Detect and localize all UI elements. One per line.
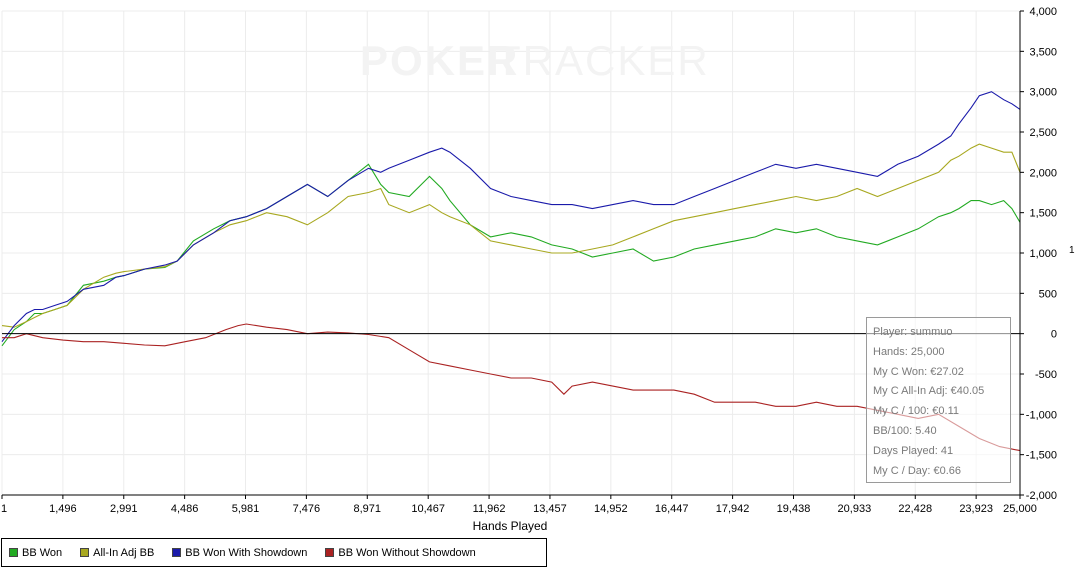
legend-swatch [172,548,182,557]
watermark-poker: POKER [360,37,519,84]
x-tick-label: 22,428 [898,503,932,515]
x-axis-label: Hands Played [473,519,548,533]
x-tick-label: 14,952 [594,503,628,515]
series-line-3 [1,91,1021,343]
legend-item-bb-won[interactable]: BB Won [9,547,62,559]
y-tick-label: 3,500 [1029,46,1057,58]
stat-per100: My C / 100: €0.11 [873,405,960,418]
stat-perday: My C / Day: €0.66 [873,464,962,477]
x-tick-label: 17,942 [716,503,750,515]
x-tick-label: 1 [1,503,7,515]
x-tick-label: 13,457 [533,503,567,515]
y-tick-label: 4,000 [1029,6,1057,18]
legend: BB Won All-In Adj BB BB Won With Showdow… [1,538,547,567]
x-tick-label: 25,000 [1003,503,1037,515]
stat-days: Days Played: 41 [873,444,954,457]
y-tick-label: 3,000 [1029,87,1057,99]
y-tick-label: 500 [1039,288,1057,300]
watermark: POKER TRACKER [360,37,710,84]
legend-swatch [325,548,335,557]
legend-item-without-showdown[interactable]: BB Won Without Showdown [325,546,476,559]
stat-bb100: BB/100: 5.40 [873,424,937,437]
legend-item-with-showdown[interactable]: BB Won With Showdown [172,547,307,559]
x-tick-label: 19,438 [777,503,811,515]
stat-won: My C Won: €27.02 [873,365,964,378]
y-tick-label: 2,500 [1029,127,1057,139]
x-tick-label: 11,962 [473,503,506,515]
series-line-2 [1,143,1021,328]
legend-label: BB Won [22,546,63,559]
legend-label: All-In Adj BB [93,546,155,559]
series-layer [1,91,1021,452]
stat-hands: Hands: 25,000 [873,345,945,358]
x-tick-label: 16,447 [655,503,689,515]
x-tick-label: 7,476 [293,503,321,515]
y-tick-label: -2,000 [1026,490,1057,502]
legend-label: BB Won With Showdown [185,546,308,559]
y-tick-label: -1,500 [1026,450,1057,462]
x-tick-label: 20,933 [838,503,872,515]
x-tick-label: 4,486 [171,503,199,515]
x-tick-label: 2,991 [110,503,138,515]
legend-label: BB Won Without Showdown [338,546,476,559]
y-tick-label: 2,000 [1029,167,1057,179]
x-tick-label: 5,981 [232,503,260,515]
y-tick-label: 1,500 [1029,208,1057,220]
stat-player: Player: summuo [873,326,953,338]
y-tick-label: -500 [1035,369,1057,381]
stats-tooltip: Player: summuo Hands: 25,000 My C Won: €… [866,317,1011,483]
right-axis-marker: 1 [1069,245,1075,256]
x-tick-label: 1,496 [49,503,77,515]
y-tick-label: 0 [1051,329,1057,341]
legend-item-allin-adj[interactable]: All-In Adj BB [80,547,154,559]
watermark-tracker: TRACKER [495,37,710,84]
y-tick-label: -1,000 [1026,409,1057,421]
y-tick-label: 1,000 [1029,248,1057,260]
tick-labels: 4,000 3,500 3,000 2,500 2,000 1,500 1,000 500 0 -… [1,6,1057,515]
x-tick-label: 23,923 [959,503,993,515]
legend-swatch [9,548,18,557]
x-tick-label: 8,971 [354,503,382,515]
legend-swatch [80,548,90,557]
x-tick-label: 10,467 [411,503,445,515]
series-line-4 [2,323,1021,452]
stat-allin: My C All-In Adj: €40.05 [873,385,985,398]
